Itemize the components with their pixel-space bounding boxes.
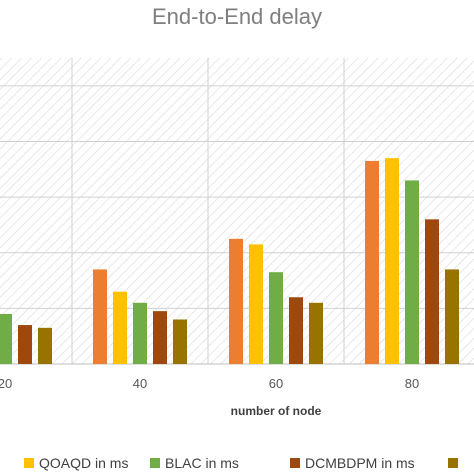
bar-40-series-2: [113, 291, 127, 364]
legend-swatch: [290, 458, 300, 468]
legend-label: QOAQD in ms: [39, 455, 128, 471]
bar-80-series-5: [445, 269, 459, 364]
legend-label: BLAC in ms: [165, 455, 239, 471]
legend-label: DCMBDPM in ms: [305, 455, 415, 471]
x-axis-label: number of node: [231, 404, 322, 418]
chart-title: End-to-End delay: [152, 4, 322, 29]
bar-40-series-5: [173, 319, 187, 364]
bar-60-series-3: [269, 272, 283, 364]
bar-60-series-2: [249, 244, 263, 364]
bar-60-series-4: [289, 297, 303, 364]
bar-80-series-3: [405, 180, 419, 364]
bar-80-series-1: [365, 160, 379, 364]
legend-swatch: [448, 458, 458, 468]
bar-80-series-2: [385, 158, 399, 364]
bar-60-series-1: [229, 238, 243, 364]
legend-swatch: [24, 458, 34, 468]
x-tick-label: 40: [133, 376, 147, 391]
bar-40-series-1: [93, 269, 107, 364]
bar-20-series-4: [18, 325, 32, 364]
x-tick-label: 60: [269, 376, 283, 391]
bar-40-series-3: [133, 302, 147, 364]
bar-60-series-5: [309, 302, 323, 364]
bar-20-series-5: [38, 327, 52, 364]
legend: QOAQD in ms BLAC in ms DCMBDPM in ms: [24, 455, 458, 471]
bar-40-series-4: [153, 311, 167, 364]
x-tick-labels: 20 40 60 80: [0, 376, 419, 391]
x-tick-label: 80: [405, 376, 419, 391]
x-tick-label: 20: [0, 376, 12, 391]
bars: [0, 158, 459, 364]
legend-swatch: [150, 458, 160, 468]
bar-20-series-3: [0, 313, 12, 364]
bar-80-series-4: [425, 219, 439, 364]
